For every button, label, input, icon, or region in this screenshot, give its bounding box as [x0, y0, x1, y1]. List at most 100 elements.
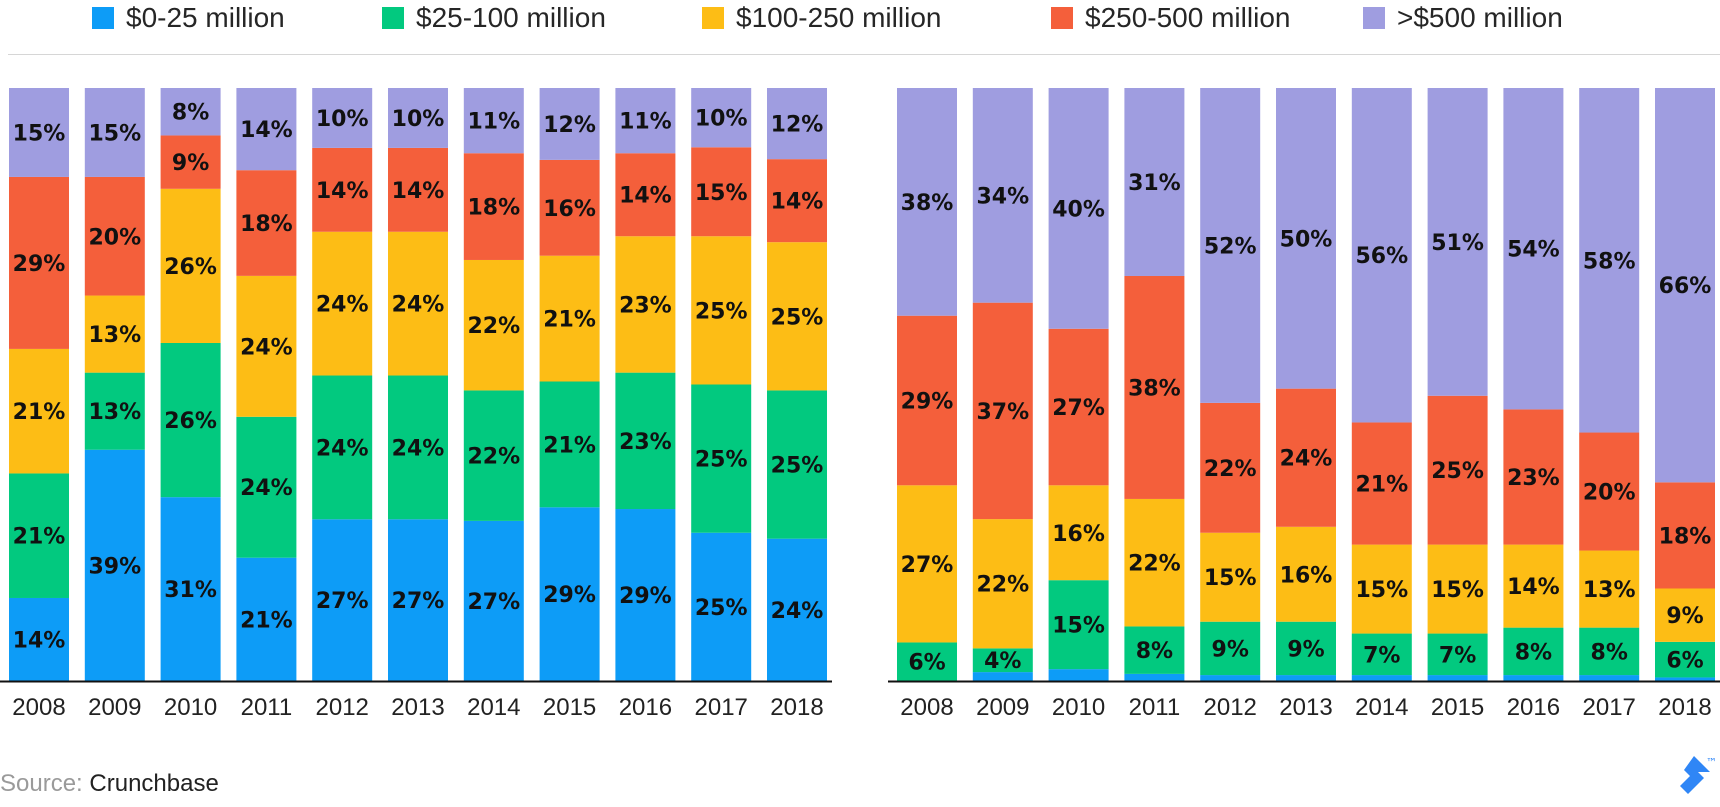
right-stacked-bar-chart: 6% 27% 29% 38% 2008 4% 22% 37% 34% 2009 15% 16% 27% 4…: [888, 88, 1720, 721]
bar-segment: [1655, 677, 1715, 681]
bar-segment: [236, 416, 297, 558]
bar-segment: [539, 255, 600, 382]
x-tick-label: 2014: [467, 694, 520, 721]
legend-item: $100-250 million: [702, 2, 941, 34]
data-label: 24%: [392, 436, 445, 461]
data-label: 6%: [908, 651, 945, 676]
x-tick-label: 2011: [241, 694, 293, 721]
data-label: 10%: [695, 107, 748, 132]
data-label: 15%: [1431, 578, 1484, 603]
bar-segment: [1351, 88, 1412, 423]
bar-segment: [388, 519, 448, 681]
data-label: 29%: [901, 390, 954, 415]
bar-segment: [691, 88, 752, 148]
bar-segment: [767, 538, 827, 681]
bar-segment: [1048, 669, 1109, 681]
x-tick-label: 2015: [1431, 694, 1484, 721]
x-tick-label: 2010: [1052, 694, 1105, 721]
data-label: 8%: [1591, 640, 1628, 665]
data-label: 15%: [88, 121, 141, 146]
bar-segment: [1048, 485, 1109, 581]
bar-segment: [9, 473, 69, 598]
bar-segment: [972, 672, 1033, 681]
data-label: 25%: [695, 299, 748, 324]
bar-segment: [767, 390, 827, 539]
bar-segment: [84, 176, 145, 296]
bar-segment: [615, 372, 676, 510]
x-tick-label: 2013: [391, 694, 444, 721]
bar-segment: [615, 509, 676, 681]
data-label: 15%: [1355, 578, 1408, 603]
bar-segment: [1503, 675, 1564, 681]
legend-item: $25-100 million: [382, 2, 606, 34]
data-label: 6%: [1666, 649, 1703, 674]
bar-segment: [1351, 544, 1412, 634]
bar-segment: [84, 88, 145, 177]
data-label: 25%: [1431, 459, 1484, 484]
data-label: 11%: [467, 110, 520, 135]
bar-segment: [1124, 275, 1185, 499]
data-label: 27%: [392, 589, 445, 614]
data-label: 22%: [1204, 457, 1257, 482]
data-label: 15%: [1204, 566, 1257, 591]
bar-segment: [463, 259, 524, 391]
trademark-mark: ™: [1706, 756, 1717, 769]
data-label: 16%: [1052, 522, 1105, 547]
bar-segment: [615, 236, 676, 373]
bar-segment: [1124, 88, 1185, 276]
bar-segment: [1579, 432, 1640, 551]
bar-segment: [160, 497, 221, 681]
data-label: 23%: [1507, 466, 1560, 491]
bar-segment: [1048, 328, 1109, 486]
data-label: 29%: [13, 252, 66, 277]
data-label: 21%: [543, 433, 596, 458]
bar-segment: [539, 507, 600, 681]
bar-segment: [1276, 675, 1336, 681]
left-stacked-bar-chart: 14% 21% 21% 29% 15% 2008 39% 13% 13% 20% 15% 2009 31…: [0, 88, 832, 721]
data-label: 11%: [619, 110, 672, 135]
data-label: 31%: [164, 578, 217, 603]
data-label: 50%: [1280, 227, 1333, 252]
bar-segment: [388, 231, 448, 376]
x-tick-label: 2012: [316, 694, 369, 721]
bar-segment: [1276, 621, 1336, 676]
data-label: 10%: [316, 107, 369, 132]
bar-segment: [160, 88, 221, 136]
data-label: 16%: [1280, 563, 1333, 588]
data-label: 14%: [1507, 575, 1560, 600]
legend-swatch: [382, 7, 404, 29]
bar-segment: [1655, 641, 1715, 678]
x-tick-label: 2017: [695, 694, 748, 721]
data-label: 29%: [543, 583, 596, 608]
data-label: 24%: [316, 436, 369, 461]
data-label: 12%: [543, 113, 596, 138]
bar-segment: [691, 236, 752, 385]
data-label: 31%: [1128, 171, 1181, 196]
data-label: 38%: [901, 191, 954, 216]
data-label: 22%: [467, 314, 520, 339]
data-label: 13%: [1583, 578, 1636, 603]
bar-segment: [1655, 588, 1715, 642]
bar-segment: [1200, 675, 1261, 681]
bar-segment: [1351, 675, 1412, 681]
data-label: 24%: [240, 335, 293, 360]
data-label: 4%: [984, 649, 1021, 674]
x-tick-label: 2011: [1129, 694, 1181, 721]
data-label: 26%: [164, 255, 217, 280]
data-label: 21%: [543, 308, 596, 333]
bar-segment: [9, 348, 69, 474]
bar-segment: [1503, 627, 1564, 676]
data-label: 58%: [1583, 249, 1636, 274]
x-tick-label: 2010: [164, 694, 217, 721]
bar-segment: [9, 597, 69, 681]
data-label: 25%: [695, 596, 748, 621]
data-label: 38%: [1128, 376, 1181, 401]
data-label: 25%: [695, 448, 748, 473]
bar-segment: [9, 176, 69, 349]
bar-segment: [1427, 675, 1488, 681]
legend-label: >$500 million: [1397, 2, 1563, 33]
bar-segment: [236, 88, 297, 171]
bar-segment: [236, 170, 297, 276]
source-prefix: Source:: [0, 770, 90, 797]
bar-segment: [160, 342, 221, 498]
